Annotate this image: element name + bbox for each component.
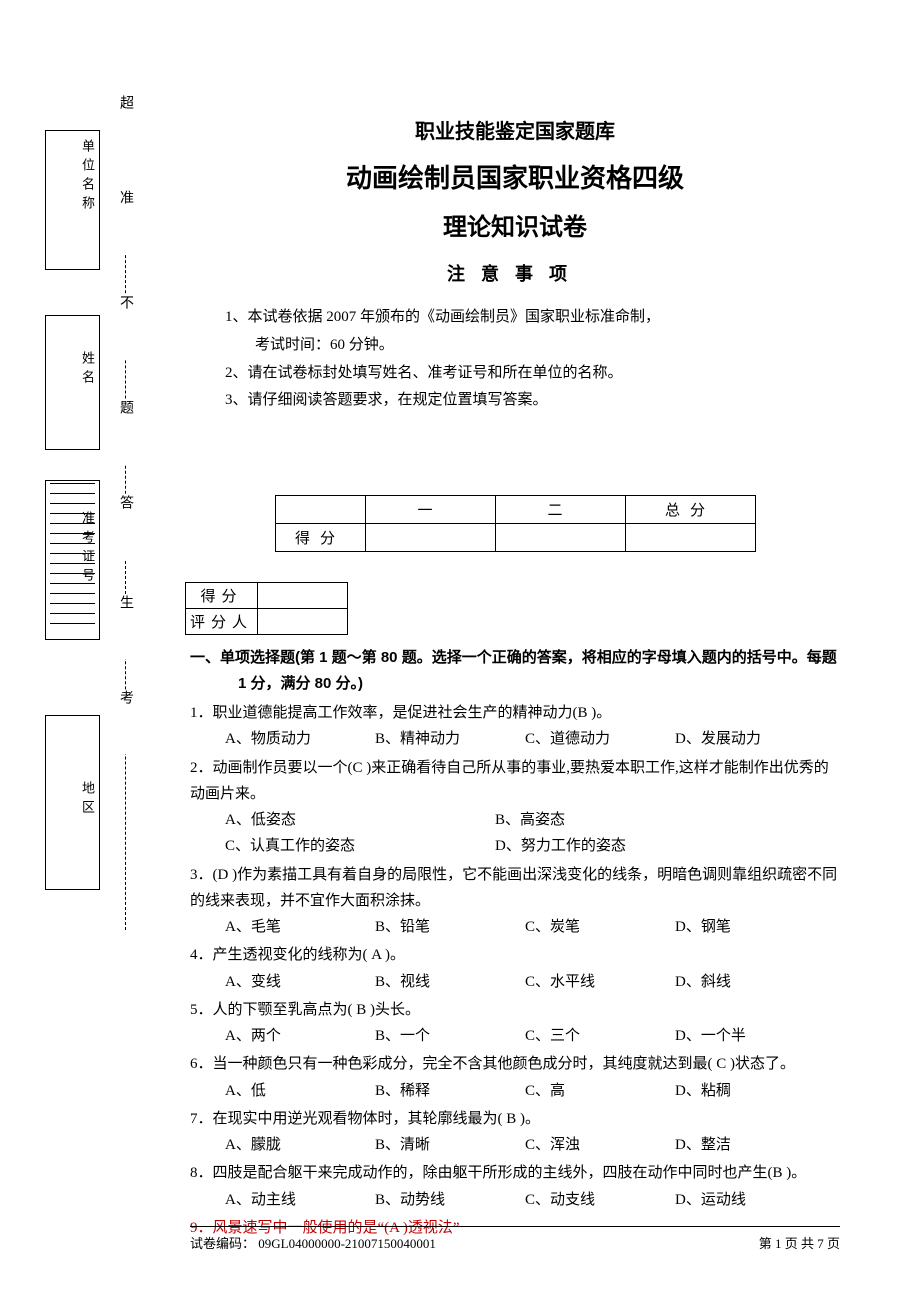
- q6-b: B、稀释: [375, 1078, 525, 1104]
- question-8: 8．四肢是配合躯干来完成动作的，除由躯干所形成的主线外，四肢在动作中同时也产生(…: [190, 1160, 840, 1213]
- q2-c: C、认真工作的姿态: [225, 833, 495, 859]
- field-unit-name: 单位名称: [45, 130, 100, 270]
- questions: 1．职业道德能提高工作效率，是促进社会生产的精神动力(B )。 A、物质动力B、…: [190, 700, 840, 1241]
- question-1: 1．职业道德能提高工作效率，是促进社会生产的精神动力(B )。 A、物质动力B、…: [190, 700, 840, 753]
- q7-c: C、浑浊: [525, 1132, 675, 1158]
- dash-char-6: 考: [115, 690, 135, 754]
- score-cell-1: [365, 524, 495, 552]
- mini-defen: 得分: [186, 583, 258, 609]
- page-content: 职业技能鉴定国家题库 动画绘制员国家职业资格四级 理论知识试卷 注意事项 1、本…: [190, 115, 840, 1243]
- q6-c: C、高: [525, 1078, 675, 1104]
- q2-b: B、高姿态: [495, 807, 765, 833]
- q8-b: B、动势线: [375, 1187, 525, 1213]
- question-6: 6．当一种颜色只有一种色彩成分，完全不含其他颜色成分时，其纯度就达到最( C )…: [190, 1051, 840, 1104]
- notice-3: 3、请仔细阅读答题要求，在规定位置填写答案。: [225, 387, 840, 415]
- q3-text: 3．(D )作为素描工具有着自身的局限性，它不能画出深浅变化的线条，明暗色调则靠…: [190, 862, 840, 915]
- q6-text: 6．当一种颜色只有一种色彩成分，完全不含其他颜色成分时，其纯度就达到最( C )…: [190, 1051, 840, 1077]
- question-7: 7．在现实中用逆光观看物体时，其轮廓线最为( B )。 A、朦胧B、清晰C、浑浊…: [190, 1106, 840, 1159]
- section-score-table: 得分 评分人: [185, 582, 348, 635]
- q2-a: A、低姿态: [225, 807, 495, 833]
- q3-d: D、钢笔: [675, 914, 825, 940]
- question-2: 2．动画制作员要以一个(C )来正确看待自己所从事的事业,要热爱本职工作,这样才…: [190, 755, 840, 860]
- q2-d: D、努力工作的姿态: [495, 833, 765, 859]
- q4-a: A、变线: [225, 969, 375, 995]
- dash-char-0: 超: [115, 95, 135, 159]
- question-5: 5．人的下颚至乳高点为( B )头长。 A、两个B、一个C、三个D、一个半: [190, 997, 840, 1050]
- mini-rater: 评分人: [186, 609, 258, 635]
- q1-a: A、物质动力: [225, 726, 375, 752]
- score-cell-2: [495, 524, 625, 552]
- page-footer: 试卷编码： 09GL04000000-21007150040001 第 1 页 …: [190, 1226, 840, 1252]
- footer-code: 09GL04000000-21007150040001: [258, 1236, 436, 1251]
- notices: 1、本试卷依据 2007 年颁布的《动画绘制员》国家职业标准命制， 考试时间：6…: [225, 304, 840, 415]
- field-region: 地区: [45, 715, 100, 890]
- label-region: 地区: [78, 781, 97, 819]
- score-cell-total: [625, 524, 755, 552]
- score-table-col1: 一: [365, 496, 495, 524]
- notice-2: 2、请在试卷标封处填写姓名、准考证号和所在单位的名称。: [225, 360, 840, 388]
- dash-char-4: 答: [115, 495, 135, 559]
- q7-a: A、朦胧: [225, 1132, 375, 1158]
- q8-text: 8．四肢是配合躯干来完成动作的，除由躯干所形成的主线外，四肢在动作中同时也产生(…: [190, 1160, 840, 1186]
- field-exam-id: 准考证号: [45, 480, 100, 640]
- title-sub: 职业技能鉴定国家题库: [190, 115, 840, 144]
- q1-b: B、精神动力: [375, 726, 525, 752]
- q5-c: C、三个: [525, 1023, 675, 1049]
- question-4: 4．产生透视变化的线称为( A )。 A、变线B、视线C、水平线D、斜线: [190, 942, 840, 995]
- q5-text: 5．人的下颚至乳高点为( B )头长。: [190, 997, 840, 1023]
- q4-text: 4．产生透视变化的线称为( A )。: [190, 942, 840, 968]
- q3-a: A、毛笔: [225, 914, 375, 940]
- mini-defen-val: [258, 583, 348, 609]
- q5-a: A、两个: [225, 1023, 375, 1049]
- q7-d: D、整洁: [675, 1132, 825, 1158]
- q4-c: C、水平线: [525, 969, 675, 995]
- dash-char-1: 准: [115, 190, 135, 254]
- q8-a: A、动主线: [225, 1187, 375, 1213]
- dash-char-2: 不: [115, 295, 135, 359]
- q3-b: B、铅笔: [375, 914, 525, 940]
- sidebar-binding-area: 超 准 不 题 答 生 考 单位名称 姓名 准考证号 地区: [45, 100, 145, 1200]
- notice-1b: 考试时间：60 分钟。: [255, 332, 840, 360]
- q1-text: 1．职业道德能提高工作效率，是促进社会生产的精神动力(B )。: [190, 700, 840, 726]
- q6-d: D、粘稠: [675, 1078, 825, 1104]
- notice-1a: 1、本试卷依据 2007 年颁布的《动画绘制员》国家职业标准命制，: [225, 304, 840, 332]
- q7-text: 7．在现实中用逆光观看物体时，其轮廓线最为( B )。: [190, 1106, 840, 1132]
- score-table-defen: 得分: [275, 524, 365, 552]
- title-notice: 注意事项: [190, 260, 840, 286]
- q2-text: 2．动画制作员要以一个(C )来正确看待自己所从事的事业,要热爱本职工作,这样才…: [190, 755, 840, 808]
- score-table: 一 二 总分 得分: [275, 495, 756, 552]
- label-unit-name: 单位名称: [78, 139, 97, 215]
- field-name: 姓名: [45, 315, 100, 450]
- q1-c: C、道德动力: [525, 726, 675, 752]
- footer-pagination: 第 1 页 共 7 页: [759, 1233, 840, 1252]
- score-table-total: 总分: [625, 496, 755, 524]
- q6-a: A、低: [225, 1078, 375, 1104]
- dash-char-5: 生: [115, 595, 135, 659]
- score-table-col2: 二: [495, 496, 625, 524]
- footer-label: 试卷编码：: [190, 1236, 255, 1251]
- question-3: 3．(D )作为素描工具有着自身的局限性，它不能画出深浅变化的线条，明暗色调则靠…: [190, 862, 840, 941]
- q8-d: D、运动线: [675, 1187, 825, 1213]
- title-type: 理论知识试卷: [190, 207, 840, 242]
- q8-c: C、动支线: [525, 1187, 675, 1213]
- section-1-title: 一、单项选择题(第 1 题～第 80 题。选择一个正确的答案，将相应的字母填入题…: [190, 645, 840, 696]
- label-name: 姓名: [78, 351, 97, 389]
- dash-char-3: 题: [115, 400, 135, 464]
- mini-rater-val: [258, 609, 348, 635]
- q5-d: D、一个半: [675, 1023, 825, 1049]
- label-exam-id: 准考证号: [78, 511, 97, 587]
- q4-d: D、斜线: [675, 969, 825, 995]
- q4-b: B、视线: [375, 969, 525, 995]
- score-table-blank: [275, 496, 365, 524]
- q3-c: C、炭笔: [525, 914, 675, 940]
- q1-d: D、发展动力: [675, 726, 825, 752]
- q7-b: B、清晰: [375, 1132, 525, 1158]
- q5-b: B、一个: [375, 1023, 525, 1049]
- title-main: 动画绘制员国家职业资格四级: [190, 158, 840, 195]
